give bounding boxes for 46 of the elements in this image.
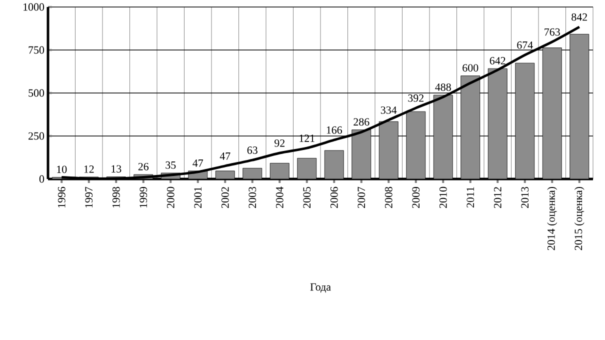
x-tick-label: 2009 (412, 186, 420, 208)
x-tick-label: 2006 (330, 186, 338, 208)
x-tick-label: 2014 (оценка) (547, 186, 558, 250)
data-label: 642 (490, 57, 506, 64)
y-tick-label: 250 (28, 132, 44, 140)
x-tick-label: 2001 (194, 187, 202, 208)
x-tick-label: 1997 (85, 186, 93, 208)
data-label: 334 (380, 106, 397, 114)
data-label: 121 (300, 134, 314, 142)
x-tick-label: 1999 (140, 186, 148, 208)
data-label: 488 (435, 83, 451, 91)
data-label: 392 (408, 94, 424, 102)
data-label: 47 (192, 160, 204, 167)
data-label: 26 (138, 162, 149, 170)
x-axis-title: Года (310, 283, 331, 293)
x-tick-label: 2010 (439, 186, 447, 208)
data-label: 47 (220, 152, 230, 160)
x-tick-label: 2005 (303, 186, 311, 208)
y-tick-label: 500 (28, 89, 44, 97)
x-tick-label: 2008 (384, 186, 392, 208)
x-tick-label: 2015 (оценка) (574, 186, 584, 250)
x-tick-label: 2013 (521, 186, 529, 208)
y-tick-label: 750 (28, 46, 44, 54)
x-tick-label: 2012 (494, 187, 502, 208)
y-tick-label: 1000 (24, 3, 44, 11)
x-tick-label: 2003 (248, 186, 256, 208)
x-tick-label: 2000 (166, 186, 174, 208)
x-tick-label: 2007 (358, 186, 366, 208)
data-label: 674 (517, 41, 533, 49)
x-tick-label: 2004 (276, 186, 284, 208)
data-label: 842 (572, 13, 587, 21)
data-label: 12 (84, 165, 94, 173)
data-label: 63 (247, 146, 258, 154)
data-label: 10 (57, 166, 67, 174)
x-tick-label: 1996 (58, 186, 66, 208)
y-tick-label: 0 (39, 175, 44, 183)
x-tick-label: 1998 (112, 186, 120, 208)
data-label: 166 (326, 126, 342, 134)
data-label: 92 (274, 139, 284, 147)
data-label: 13 (112, 165, 122, 173)
x-tick-label: 2011 (466, 187, 474, 208)
x-tick-label: 2002 (221, 187, 229, 208)
data-label: 286 (354, 118, 370, 126)
data-label: 600 (462, 64, 478, 72)
data-label: 763 (544, 28, 560, 36)
data-label: 35 (166, 161, 176, 169)
